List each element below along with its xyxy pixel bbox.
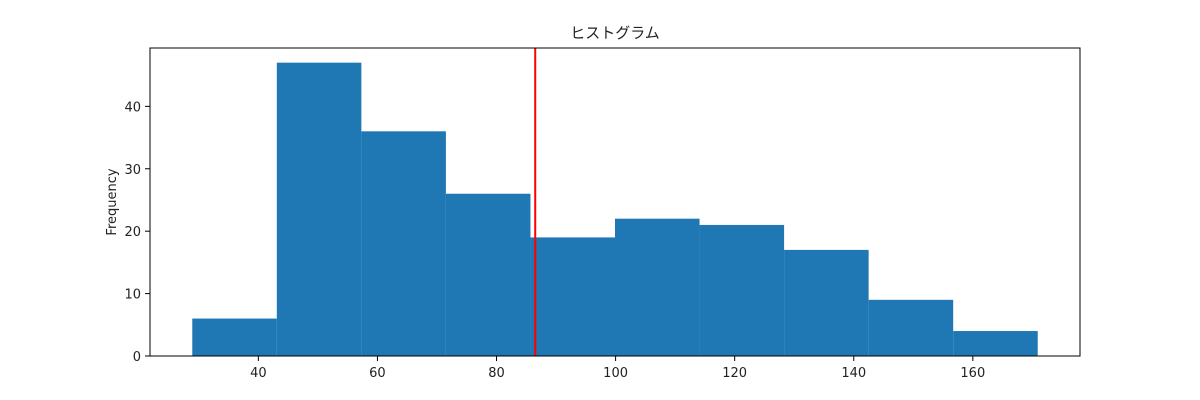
x-tick-label: 60 (369, 366, 386, 381)
x-tick-label: 140 (841, 366, 866, 381)
histogram-bar (361, 131, 446, 356)
y-axis-label: Frequency (105, 168, 120, 235)
histogram-bar (276, 62, 362, 357)
x-tick-label: 80 (488, 366, 505, 381)
x-tick-label: 120 (722, 366, 747, 381)
histogram-bar (530, 237, 615, 356)
histogram-bar (784, 249, 869, 356)
histogram-bar (445, 193, 531, 356)
y-tick-label: 0 (133, 350, 141, 365)
plot-frame (149, 47, 1081, 357)
histogram-bar (953, 331, 1038, 356)
histogram-bar (192, 318, 277, 356)
y-tick-label: 10 (124, 288, 141, 303)
histogram-bar (699, 224, 785, 356)
y-tick-label: 20 (124, 225, 141, 240)
x-tick-label: 40 (250, 366, 267, 381)
x-tick-label: 100 (603, 366, 628, 381)
x-axis-ticks: 40 60 80 100 120 140 160 (250, 356, 985, 381)
y-tick-label: 40 (124, 100, 141, 115)
chart-title: ヒストグラム (570, 24, 660, 42)
bars-group (192, 62, 1038, 357)
y-axis-ticks: 0 10 20 30 40 (124, 100, 150, 365)
y-tick-label: 30 (124, 163, 141, 178)
x-tick-label: 160 (960, 366, 985, 381)
histogram-bar (868, 299, 954, 356)
histogram-bar (615, 218, 700, 356)
